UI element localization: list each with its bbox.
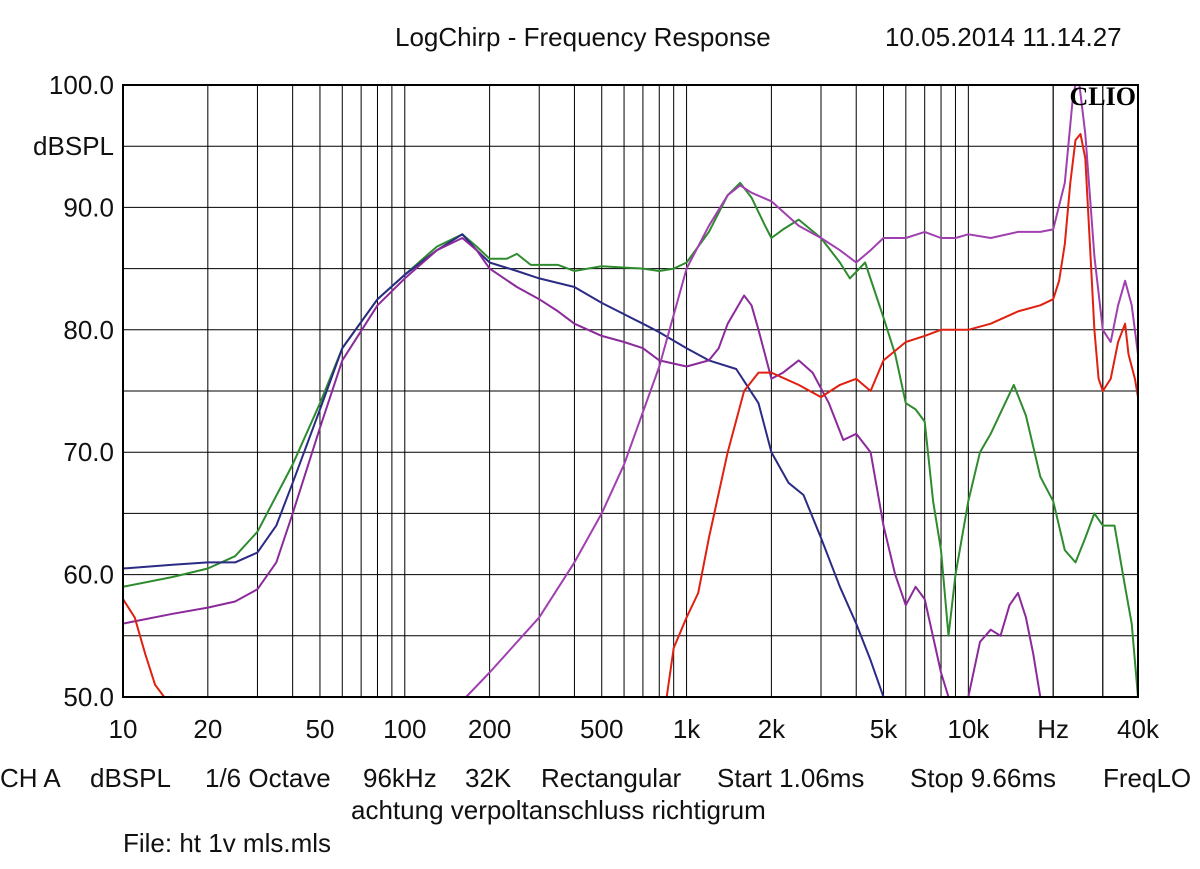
y-tick-label: 80.0: [63, 315, 114, 345]
footer-fft-size: 32K: [465, 763, 512, 793]
footer-window: Rectangular: [541, 763, 682, 793]
footer-unit: dBSPL: [90, 763, 171, 793]
y-axis-tick-labels: 100.0 dBSPL 90.0 80.0 70.0 60.0 50.0: [33, 70, 114, 712]
y-tick-label: dBSPL: [33, 131, 114, 161]
curve-green: [123, 181, 1138, 697]
x-tick-label: 40k: [1117, 714, 1160, 744]
footer-stop: Stop 9.66ms: [910, 763, 1056, 793]
plot-frame: [122, 84, 1139, 698]
x-axis-tick-labels: 10 20 50 100 200 500 1k 2k 5k 10k Hz 40k: [109, 714, 1160, 744]
footer-mode: FreqLO: [1103, 763, 1192, 793]
timestamp: 10.05.2014 11.14.27: [885, 22, 1122, 52]
footer-sample-rate: 96kHz: [363, 763, 437, 793]
footer-start: Start 1.06ms: [717, 763, 865, 793]
x-tick-label: 10: [109, 714, 138, 744]
x-tick-label: 20: [193, 714, 222, 744]
curve-magenta: [465, 85, 1138, 697]
y-tick-label: 90.0: [63, 192, 114, 222]
footer-file: File: ht 1v mls.mls: [123, 828, 332, 858]
x-tick-label: 2k: [758, 714, 786, 744]
y-tick-label: 60.0: [63, 560, 114, 590]
x-tick-label: 5k: [870, 714, 898, 744]
chart-title: LogChirp - Frequency Response: [395, 22, 771, 52]
response-curves: [123, 85, 1138, 697]
x-tick-label: 100: [383, 714, 426, 744]
footer-comment: achtung verpoltanschluss richtigrum: [351, 795, 766, 825]
y-tick-label: 50.0: [63, 682, 114, 712]
curve-red: [123, 133, 1138, 697]
y-tick-label: 100.0: [49, 70, 114, 100]
footer-smoothing: 1/6 Octave: [205, 763, 331, 793]
curve-purple: [123, 237, 1042, 697]
horizontal-gridlines: [123, 145, 1138, 637]
x-tick-label: 10k: [947, 714, 990, 744]
footer-channel: CH A: [0, 763, 61, 793]
x-tick-label: 500: [580, 714, 623, 744]
y-tick-label: 70.0: [63, 437, 114, 467]
x-tick-label: 50: [305, 714, 334, 744]
clio-logo: CLIO: [1070, 82, 1136, 111]
curve-navy: [123, 233, 885, 697]
x-tick-label: 1k: [673, 714, 701, 744]
x-tick-label: Hz: [1037, 714, 1069, 744]
x-tick-label: 200: [468, 714, 511, 744]
